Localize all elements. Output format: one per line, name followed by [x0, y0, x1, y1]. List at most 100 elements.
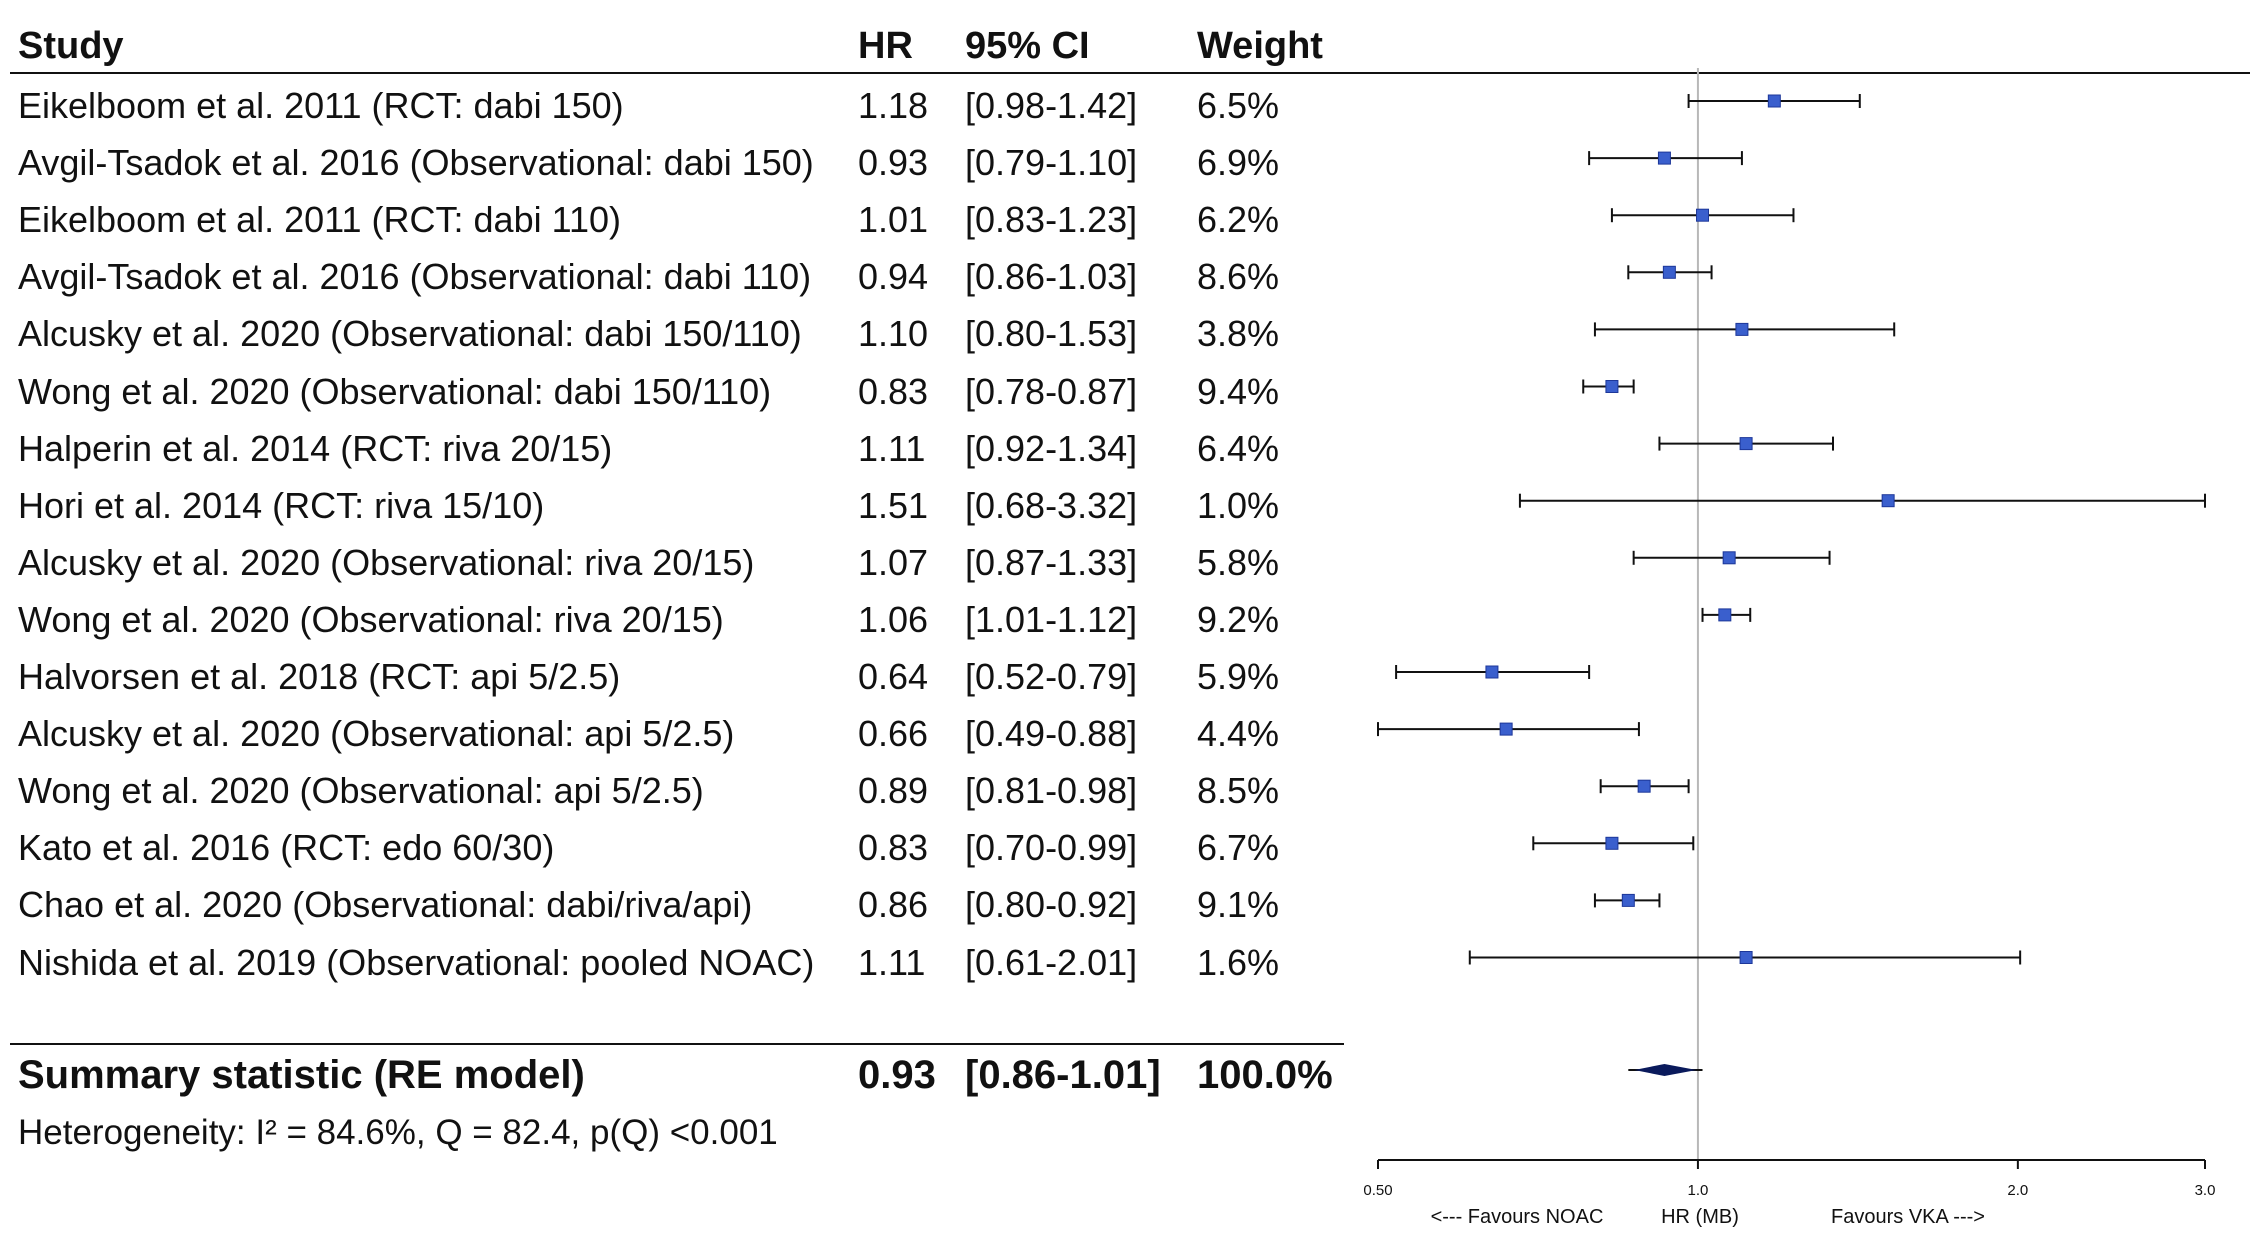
hr-marker — [1657, 151, 1671, 165]
study-weight: 6.2% — [1197, 199, 1280, 241]
x-axis-label: HR (MB) — [1661, 1206, 1739, 1228]
study-ci: [0.87-1.33] — [965, 541, 1138, 583]
study-hr: 0.66 — [858, 713, 929, 755]
study-name: Wong et al. 2020 (Observational: dabi 15… — [18, 370, 772, 412]
study-ci: [0.52-0.79] — [965, 656, 1138, 697]
study-name: Nishida et al. 2019 (Observational: pool… — [18, 941, 815, 983]
study-ci: [0.70-0.99] — [965, 827, 1138, 869]
study-name: Chao et al. 2020 (Observational: dabi/ri… — [18, 884, 753, 926]
summary-label: Summary statistic (RE model) — [18, 1053, 585, 1097]
study-ci: [0.86-1.03] — [965, 256, 1138, 298]
study-weight: 6.7% — [1197, 827, 1280, 869]
hr-marker — [1881, 494, 1895, 508]
hr-marker — [1739, 437, 1753, 451]
study-hr: 1.18 — [858, 85, 929, 126]
header-ci: 95% CI — [965, 25, 1090, 67]
summary-hr: 0.93 — [858, 1053, 936, 1097]
hr-marker — [1499, 722, 1513, 736]
study-weight: 5.8% — [1197, 541, 1280, 583]
study-ci: [0.79-1.10] — [965, 142, 1138, 184]
study-name: Hori et al. 2014 (RCT: riva 15/10) — [18, 484, 545, 526]
hr-marker — [1637, 779, 1651, 793]
study-name: Avgil-Tsadok et al. 2016 (Observational:… — [18, 256, 812, 298]
study-hr: 0.83 — [858, 370, 929, 412]
study-weight: 6.9% — [1197, 142, 1280, 184]
study-weight: 3.8% — [1197, 313, 1280, 355]
study-name: Eikelboom et al. 2011 (RCT: dabi 110) — [18, 199, 621, 241]
heterogeneity-text: Heterogeneity: I² = 84.6%, Q = 82.4, p(Q… — [18, 1113, 778, 1152]
study-name: Wong et al. 2020 (Observational: riva 20… — [18, 598, 724, 640]
x-tick-label: 3.0 — [2195, 1182, 2216, 1199]
study-name: Alcusky et al. 2020 (Observational: api … — [18, 713, 735, 755]
study-hr: 0.93 — [858, 142, 929, 184]
study-name: Alcusky et al. 2020 (Observational: dabi… — [18, 313, 802, 355]
hr-marker — [1739, 951, 1753, 964]
study-hr: 0.64 — [858, 656, 929, 697]
study-weight: 1.0% — [1197, 484, 1280, 526]
favours-noac-label: <--- Favours NOAC — [1431, 1206, 1604, 1228]
study-ci: [0.83-1.23] — [965, 199, 1138, 241]
study-name: Eikelboom et al. 2011 (RCT: dabi 150) — [18, 85, 624, 126]
study-weight: 6.5% — [1197, 85, 1280, 126]
study-name: Avgil-Tsadok et al. 2016 (Observational:… — [18, 142, 814, 184]
study-ci: [1.01-1.12] — [965, 598, 1138, 640]
header-rule — [10, 72, 2250, 74]
study-weight: 8.5% — [1197, 770, 1280, 812]
study-ci: [0.78-0.87] — [965, 370, 1138, 412]
hr-marker — [1767, 94, 1781, 108]
hr-marker — [1605, 380, 1619, 393]
study-hr: 0.89 — [858, 770, 929, 812]
study-ci: [0.49-0.88] — [965, 713, 1138, 755]
study-weight: 1.6% — [1197, 941, 1280, 983]
x-tick-label: 1.0 — [1687, 1182, 1708, 1199]
study-ci: [0.98-1.42] — [965, 85, 1138, 126]
summary-ci: [0.86-1.01] — [965, 1053, 1161, 1097]
study-ci: [0.68-3.32] — [965, 484, 1138, 526]
study-hr: 1.11 — [858, 427, 926, 469]
hr-marker — [1605, 836, 1619, 850]
hr-marker — [1722, 551, 1736, 565]
study-hr: 1.01 — [858, 199, 929, 241]
study-weight: 5.9% — [1197, 656, 1280, 697]
study-weight: 8.6% — [1197, 256, 1280, 298]
favours-vka-label: Favours VKA ---> — [1831, 1206, 1985, 1228]
study-weight: 4.4% — [1197, 713, 1280, 755]
study-weight: 6.4% — [1197, 427, 1280, 469]
study-hr: 1.10 — [858, 313, 929, 355]
study-ci: [0.61-2.01] — [965, 941, 1138, 983]
x-tick-label: 0.50 — [1363, 1182, 1392, 1199]
study-hr: 1.06 — [858, 598, 929, 640]
summary-weight: 100.0% — [1197, 1053, 1333, 1097]
header-study: Study — [18, 25, 124, 67]
study-name: Kato et al. 2016 (RCT: edo 60/30) — [18, 827, 555, 869]
study-name: Halvorsen et al. 2018 (RCT: api 5/2.5) — [18, 656, 621, 697]
hr-marker — [1696, 208, 1710, 222]
study-hr: 0.94 — [858, 256, 929, 298]
study-hr: 1.11 — [858, 941, 926, 983]
study-hr: 0.86 — [858, 884, 929, 926]
hr-marker — [1735, 322, 1749, 336]
study-hr: 1.51 — [858, 484, 929, 526]
summary-diamond — [1634, 1064, 1697, 1076]
study-ci: [0.80-0.92] — [965, 884, 1138, 926]
study-name: Alcusky et al. 2020 (Observational: riva… — [18, 541, 755, 583]
hr-marker — [1662, 265, 1676, 279]
study-hr: 0.83 — [858, 827, 929, 869]
header-hr: HR — [858, 25, 913, 67]
hr-marker — [1718, 608, 1732, 622]
hr-marker — [1621, 893, 1635, 907]
study-ci: [0.80-1.53] — [965, 313, 1138, 355]
hr-marker — [1485, 665, 1499, 679]
x-tick-label: 2.0 — [2007, 1182, 2028, 1199]
study-weight: 9.4% — [1197, 370, 1280, 412]
study-hr: 1.07 — [858, 541, 929, 583]
study-name: Halperin et al. 2014 (RCT: riva 20/15) — [18, 427, 613, 469]
study-ci: [0.81-0.98] — [965, 770, 1138, 812]
summary-rule — [10, 1043, 1344, 1045]
study-ci: [0.92-1.34] — [965, 427, 1138, 469]
study-weight: 9.1% — [1197, 884, 1280, 926]
study-name: Wong et al. 2020 (Observational: api 5/2… — [18, 770, 704, 812]
header-weight: Weight — [1197, 25, 1323, 67]
study-weight: 9.2% — [1197, 598, 1280, 640]
